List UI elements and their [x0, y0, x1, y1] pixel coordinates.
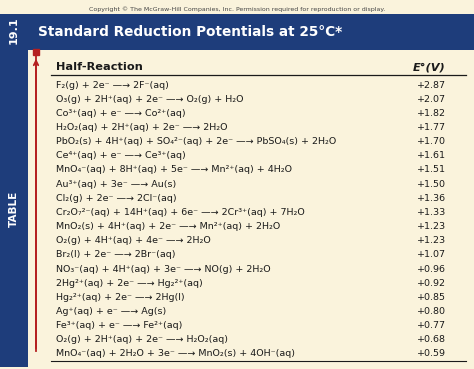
- Text: O₂(g) + 4H⁺(aq) + 4e⁻ —→ 2H₂O: O₂(g) + 4H⁺(aq) + 4e⁻ —→ 2H₂O: [56, 236, 211, 245]
- Text: F₂(g) + 2e⁻ —→ 2F⁻(aq): F₂(g) + 2e⁻ —→ 2F⁻(aq): [56, 80, 169, 90]
- Bar: [28, 14, 474, 50]
- Text: Standard Reduction Potentials at 25°C*: Standard Reduction Potentials at 25°C*: [38, 25, 342, 39]
- Text: MnO₄⁻(aq) + 2H₂O + 3e⁻ —→ MnO₂(s) + 4OH⁻(aq): MnO₄⁻(aq) + 2H₂O + 3e⁻ —→ MnO₂(s) + 4OH⁻…: [56, 349, 295, 358]
- Text: +1.82: +1.82: [417, 109, 446, 118]
- Text: Cr₂O₇²⁻(aq) + 14H⁺(aq) + 6e⁻ —→ 2Cr³⁺(aq) + 7H₂O: Cr₂O₇²⁻(aq) + 14H⁺(aq) + 6e⁻ —→ 2Cr³⁺(aq…: [56, 208, 305, 217]
- Text: +1.51: +1.51: [417, 165, 446, 175]
- Text: E°(V): E°(V): [413, 62, 446, 72]
- Text: Br₂(l) + 2e⁻ —→ 2Br⁻(aq): Br₂(l) + 2e⁻ —→ 2Br⁻(aq): [56, 251, 175, 259]
- Text: TABLE: TABLE: [9, 190, 19, 227]
- Text: +2.07: +2.07: [417, 95, 446, 104]
- Text: +0.96: +0.96: [417, 265, 446, 273]
- Text: MnO₄⁻(aq) + 8H⁺(aq) + 5e⁻ —→ Mn²⁺(aq) + 4H₂O: MnO₄⁻(aq) + 8H⁺(aq) + 5e⁻ —→ Mn²⁺(aq) + …: [56, 165, 292, 175]
- Text: Cl₂(g) + 2e⁻ —→ 2Cl⁻(aq): Cl₂(g) + 2e⁻ —→ 2Cl⁻(aq): [56, 194, 177, 203]
- Text: O₂(g) + 2H⁺(aq) + 2e⁻ —→ H₂O₂(aq): O₂(g) + 2H⁺(aq) + 2e⁻ —→ H₂O₂(aq): [56, 335, 228, 344]
- Text: Co³⁺(aq) + e⁻ —→ Co²⁺(aq): Co³⁺(aq) + e⁻ —→ Co²⁺(aq): [56, 109, 186, 118]
- Text: H₂O₂(aq) + 2H⁺(aq) + 2e⁻ —→ 2H₂O: H₂O₂(aq) + 2H⁺(aq) + 2e⁻ —→ 2H₂O: [56, 123, 228, 132]
- Text: +1.50: +1.50: [417, 180, 446, 189]
- Text: Ag⁺(aq) + e⁻ —→ Ag(s): Ag⁺(aq) + e⁻ —→ Ag(s): [56, 307, 166, 316]
- Text: +1.77: +1.77: [417, 123, 446, 132]
- Text: 19.1: 19.1: [9, 16, 19, 44]
- Text: Ce⁴⁺(aq) + e⁻ —→ Ce³⁺(aq): Ce⁴⁺(aq) + e⁻ —→ Ce³⁺(aq): [56, 151, 186, 160]
- Text: +0.80: +0.80: [417, 307, 446, 316]
- Text: +1.70: +1.70: [417, 137, 446, 146]
- Text: +1.23: +1.23: [417, 236, 446, 245]
- Text: Hg₂²⁺(aq) + 2e⁻ —→ 2Hg(l): Hg₂²⁺(aq) + 2e⁻ —→ 2Hg(l): [56, 293, 185, 302]
- Text: +0.68: +0.68: [417, 335, 446, 344]
- Bar: [0, 14, 28, 367]
- Text: +1.36: +1.36: [417, 194, 446, 203]
- Text: O₃(g) + 2H⁺(aq) + 2e⁻ —→ O₂(g) + H₂O: O₃(g) + 2H⁺(aq) + 2e⁻ —→ O₂(g) + H₂O: [56, 95, 244, 104]
- Text: PbO₂(s) + 4H⁺(aq) + SO₄²⁻(aq) + 2e⁻ —→ PbSO₄(s) + 2H₂O: PbO₂(s) + 4H⁺(aq) + SO₄²⁻(aq) + 2e⁻ —→ P…: [56, 137, 336, 146]
- Text: +0.92: +0.92: [417, 279, 446, 288]
- Text: Copyright © The McGraw-Hill Companies, Inc. Permission required for reproduction: Copyright © The McGraw-Hill Companies, I…: [89, 6, 385, 12]
- Text: Half-Reaction: Half-Reaction: [56, 62, 143, 72]
- Text: +0.59: +0.59: [417, 349, 446, 358]
- Text: NO₃⁻(aq) + 4H⁺(aq) + 3e⁻ —→ NO(g) + 2H₂O: NO₃⁻(aq) + 4H⁺(aq) + 3e⁻ —→ NO(g) + 2H₂O: [56, 265, 271, 273]
- Text: Au³⁺(aq) + 3e⁻ —→ Au(s): Au³⁺(aq) + 3e⁻ —→ Au(s): [56, 180, 176, 189]
- Text: MnO₂(s) + 4H⁺(aq) + 2e⁻ —→ Mn²⁺(aq) + 2H₂O: MnO₂(s) + 4H⁺(aq) + 2e⁻ —→ Mn²⁺(aq) + 2H…: [56, 222, 280, 231]
- Text: +0.85: +0.85: [417, 293, 446, 302]
- Text: 2Hg²⁺(aq) + 2e⁻ —→ Hg₂²⁺(aq): 2Hg²⁺(aq) + 2e⁻ —→ Hg₂²⁺(aq): [56, 279, 203, 288]
- Text: +2.87: +2.87: [417, 80, 446, 90]
- Text: +1.07: +1.07: [417, 251, 446, 259]
- Text: +1.23: +1.23: [417, 222, 446, 231]
- Text: +1.33: +1.33: [417, 208, 446, 217]
- Text: +0.77: +0.77: [417, 321, 446, 330]
- Text: Fe³⁺(aq) + e⁻ —→ Fe²⁺(aq): Fe³⁺(aq) + e⁻ —→ Fe²⁺(aq): [56, 321, 182, 330]
- Text: +1.61: +1.61: [417, 151, 446, 160]
